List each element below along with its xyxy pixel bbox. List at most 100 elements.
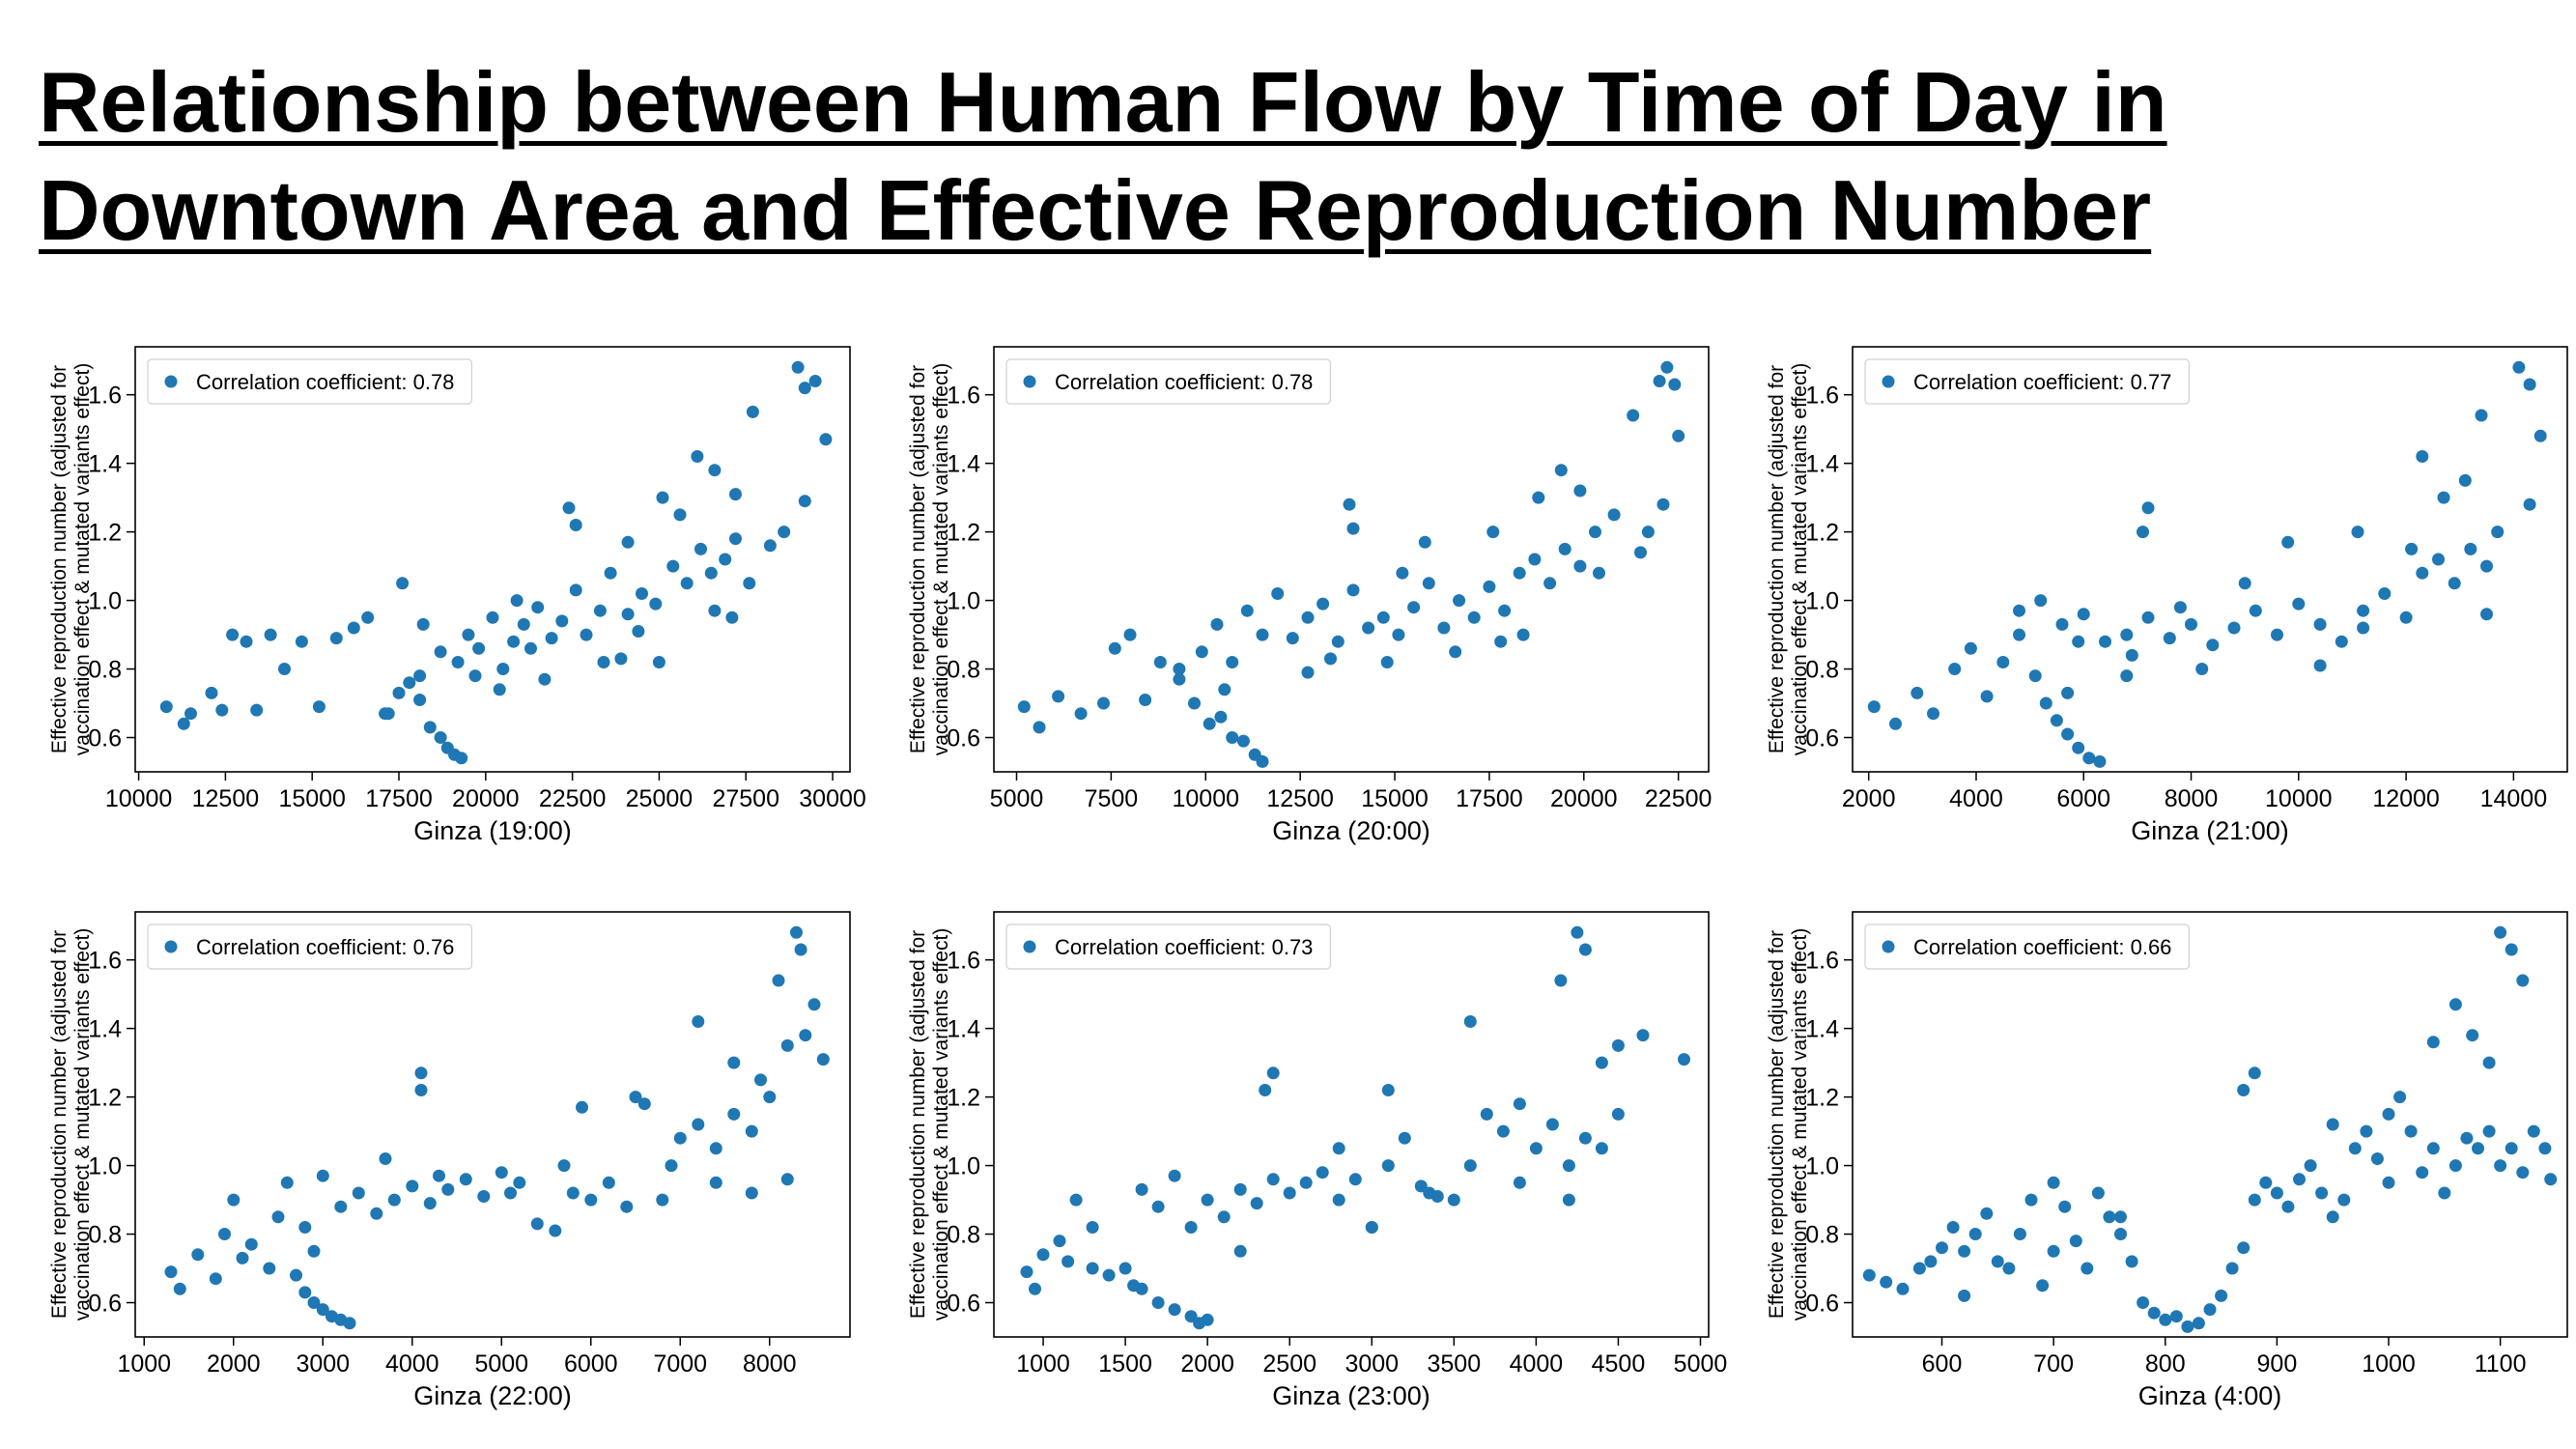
- data-point: [250, 703, 264, 717]
- data-point: [510, 594, 524, 608]
- data-point: [1097, 696, 1110, 710]
- y-tick-label: 0.6: [1805, 725, 1839, 753]
- data-points: [1862, 925, 2558, 1333]
- data-point: [263, 1262, 276, 1275]
- data-point: [352, 1186, 365, 1200]
- data-point: [1573, 484, 1587, 497]
- data-point: [694, 542, 707, 555]
- data-point: [2432, 553, 2445, 566]
- data-point: [1545, 1118, 1559, 1131]
- data-point: [2313, 617, 2327, 631]
- y-axis-label: Effective reproduction number (adjusted …: [1766, 928, 1811, 1321]
- data-point: [1660, 360, 1674, 374]
- data-point: [2370, 1152, 2384, 1165]
- data-point: [159, 700, 173, 714]
- data-point: [2538, 1142, 2552, 1155]
- data-point: [1139, 694, 1152, 706]
- data-point: [2426, 1036, 2440, 1049]
- data-point: [1611, 1107, 1625, 1121]
- data-point: [1210, 617, 1224, 631]
- x-axis: 5000 7500 10000 12500 15000 17500 20000 22500: [990, 772, 1713, 812]
- legend-label: Correlation coefficient: 0.76: [196, 935, 454, 959]
- y-axis: 0.6 0.8 1.0 1.2 1.4 1.6: [947, 948, 994, 1318]
- y-tick-label: 1.4: [1805, 1016, 1839, 1043]
- data-point: [729, 488, 742, 501]
- data-point: [791, 360, 805, 374]
- chart-panel-4: 1000 2000 3000 4000 5000 6000 7000 8000 Ginza (2…: [0, 898, 859, 1420]
- data-point: [1173, 672, 1186, 686]
- data-point: [2195, 663, 2209, 675]
- x-tick-label: 900: [2257, 1350, 2298, 1378]
- data-point: [2091, 1186, 2105, 1200]
- data-point: [2114, 1210, 2127, 1224]
- legend: Correlation coefficient: 0.76: [147, 923, 473, 970]
- data-point: [1214, 710, 1228, 724]
- data-point: [1346, 522, 1360, 535]
- data-point: [1201, 1313, 1214, 1326]
- x-tick-label: 1500: [1098, 1350, 1152, 1378]
- x-tick-label: 2000: [1180, 1350, 1234, 1378]
- data-point: [1562, 1193, 1575, 1207]
- data-point: [507, 635, 521, 648]
- x-tick-label: 27500: [712, 785, 779, 812]
- data-point: [569, 519, 582, 531]
- data-point: [1634, 546, 1647, 559]
- data-point: [709, 1142, 722, 1155]
- x-tick-label: 4000: [385, 1350, 439, 1378]
- data-point: [2099, 635, 2111, 648]
- page-title-line-2: Downtown Area and Effective Reproduction…: [39, 162, 2152, 258]
- data-point: [1880, 1275, 1893, 1289]
- data-point: [743, 577, 756, 590]
- data-point: [1151, 1296, 1165, 1309]
- data-point: [290, 1268, 302, 1282]
- data-point: [191, 1248, 205, 1262]
- x-tick-label: 22500: [1645, 785, 1713, 812]
- data-point: [2292, 597, 2306, 611]
- x-tick-label: 14000: [2480, 785, 2548, 812]
- data-point: [2494, 1159, 2507, 1173]
- y-tick-label: 0.8: [1805, 657, 1839, 684]
- data-point: [392, 686, 406, 699]
- data-point: [1513, 1176, 1526, 1189]
- data-point: [2137, 526, 2149, 539]
- data-point: [2348, 1142, 2362, 1155]
- chart-panel-1: 10000 12500 15000 17500 20000 22500 25000 27500…: [0, 333, 866, 855]
- data-point: [209, 1272, 222, 1286]
- data-point: [2448, 577, 2461, 590]
- data-point: [1301, 666, 1315, 679]
- data-point: [636, 587, 648, 600]
- y-axis-label: Effective reproduction number (adjusted …: [48, 363, 94, 756]
- data-point: [2259, 1176, 2273, 1189]
- data-points: [164, 925, 830, 1330]
- y-tick-label: 0.8: [88, 1222, 122, 1249]
- data-point: [780, 1038, 794, 1052]
- x-tick-label: 10000: [105, 785, 173, 812]
- data-point: [2523, 378, 2536, 391]
- x-tick-label: 1000: [117, 1350, 171, 1378]
- legend-marker: [1882, 940, 1895, 953]
- data-point: [379, 1152, 392, 1165]
- data-point: [1168, 1169, 1181, 1182]
- data-point: [205, 686, 218, 699]
- x-tick-label: 3500: [1428, 1350, 1482, 1378]
- y-tick-label: 1.2: [88, 1085, 122, 1112]
- data-point: [2313, 659, 2327, 672]
- data-point: [2141, 501, 2155, 515]
- data-point: [1573, 559, 1587, 573]
- data-point: [1964, 641, 1977, 655]
- data-point: [1554, 464, 1568, 477]
- data-point: [2055, 617, 2069, 631]
- x-tick-label: 17500: [365, 785, 433, 812]
- data-point: [1151, 1200, 1165, 1213]
- data-point: [504, 1186, 517, 1200]
- data-point: [2163, 632, 2176, 645]
- data-point: [1936, 1241, 1948, 1255]
- data-point: [2357, 621, 2370, 635]
- x-tick-label: 600: [1922, 1350, 1963, 1378]
- data-point: [1226, 731, 1239, 744]
- data-point: [1069, 1193, 1083, 1207]
- data-point: [2382, 1176, 2395, 1189]
- data-point: [794, 943, 807, 956]
- data-point: [1020, 1265, 1033, 1279]
- data-point: [1135, 1182, 1148, 1196]
